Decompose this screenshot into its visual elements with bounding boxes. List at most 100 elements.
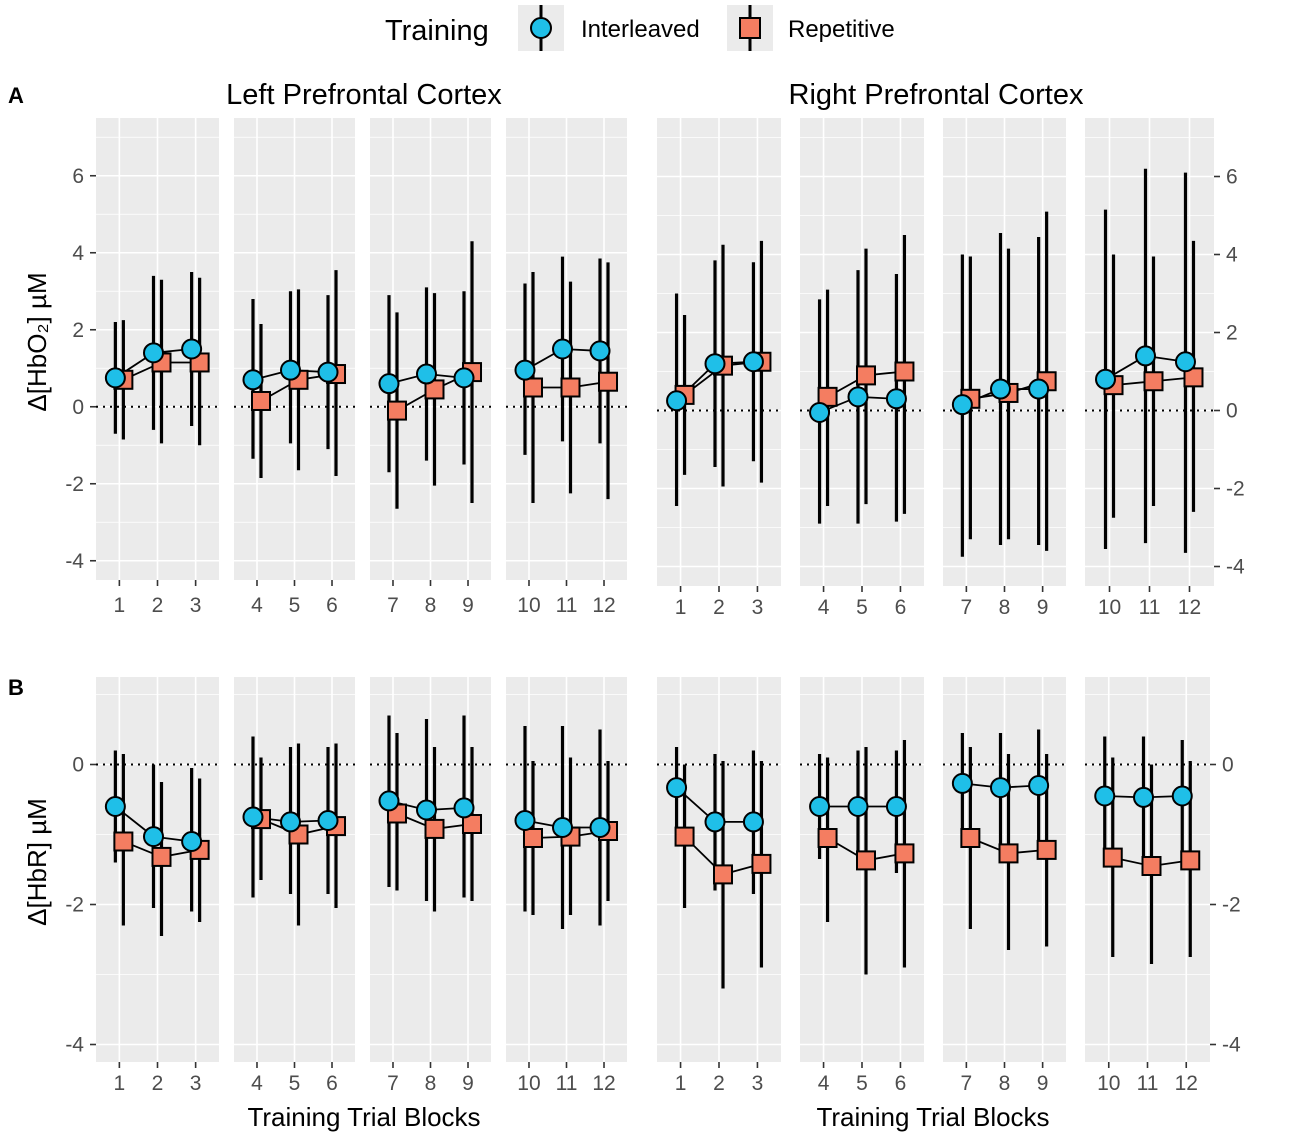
- x-tick-label: 6: [895, 596, 907, 619]
- interleaved-point: [847, 796, 869, 817]
- repetitive-point: [856, 850, 876, 871]
- facet-A-right-1: 1 2 3: [657, 118, 781, 619]
- repetitive-point: [1143, 371, 1164, 392]
- x-tick-label: 4: [818, 1072, 830, 1095]
- repetitive-point: [462, 814, 483, 834]
- interleaved-point: [1174, 351, 1196, 373]
- interleaved-point: [742, 351, 764, 373]
- x-tick-label: 8: [425, 1072, 437, 1095]
- y-tick-label: -2: [1222, 894, 1241, 917]
- x-tick-label: 1: [675, 1072, 687, 1095]
- repetitive-point: [817, 828, 838, 848]
- interleaved-point: [1095, 368, 1117, 390]
- x-tick-label: 8: [425, 594, 437, 617]
- x-tick-label: 2: [713, 596, 725, 619]
- interleaved-point: [589, 817, 611, 838]
- panel-label-a: A: [8, 83, 24, 108]
- repetitive-point: [1102, 847, 1123, 868]
- interleaved-point: [317, 361, 339, 383]
- interleaved-point: [809, 401, 831, 423]
- interleaved-point: [552, 817, 573, 838]
- x-tick-label: 9: [462, 1072, 474, 1095]
- facet-B-left-2: 4 5 6: [234, 677, 355, 1095]
- x-tick-label: 5: [289, 594, 301, 617]
- interleaved-point: [1028, 775, 1050, 796]
- y-tick-label: 6: [1226, 166, 1238, 189]
- interleaved-point: [552, 338, 573, 360]
- x-tick-label: 5: [856, 596, 868, 619]
- x-tick-label: 6: [895, 1072, 907, 1095]
- interleaved-point: [378, 373, 400, 395]
- repetitive-point: [856, 365, 876, 386]
- repetitive-point: [560, 377, 581, 398]
- facet-B-right-3: 7 8 9: [943, 677, 1066, 1095]
- y-tick-label: 0: [72, 396, 84, 419]
- interleaved-point: [951, 772, 973, 794]
- legend-key-interleaved: [518, 5, 564, 51]
- interleaved-point: [589, 340, 611, 362]
- facet-B-left-4: 10 11 12: [506, 677, 627, 1095]
- interleaved-point: [1133, 786, 1154, 808]
- x-tick-label: 6: [326, 1072, 338, 1095]
- legend-label-interleaved: Interleaved: [581, 16, 700, 43]
- x-tick-label: 11: [1137, 1072, 1159, 1095]
- x-tick-label: 5: [856, 1072, 868, 1095]
- interleaved-point: [990, 378, 1011, 400]
- interleaved-point: [181, 338, 203, 360]
- x-axis-title-right: Training Trial Blocks: [816, 1102, 1049, 1132]
- y-tick-label: 0: [1226, 400, 1238, 423]
- repetitive-point: [250, 390, 271, 411]
- y-tick-label: 6: [72, 165, 84, 188]
- facet-B-left-1: 1 2 3: [96, 677, 219, 1095]
- repetitive-point: [522, 828, 543, 848]
- y-tick-label: 0: [1222, 754, 1234, 777]
- region-B-left: 1 2 3 4 5 6 7 8 9 10 11 12-4-20: [65, 677, 627, 1095]
- region-B-right: 1 2 3 4 5 6 7 8 9 10 11 12 -4 -2 0: [657, 677, 1241, 1095]
- repetitive-point: [522, 377, 543, 398]
- y-tick-label: -2: [65, 473, 84, 496]
- panel-label-b: B: [8, 675, 24, 700]
- x-tick-label: 11: [556, 1072, 578, 1095]
- x-tick-label: 4: [251, 594, 263, 617]
- x-tick-label: 10: [1098, 596, 1121, 619]
- x-tick-label: 12: [592, 1072, 615, 1095]
- interleaved-point: [104, 367, 126, 389]
- interleaved-point: [242, 806, 264, 828]
- facet-B-right-4: 10 11 12: [1085, 677, 1210, 1095]
- x-tick-label: 2: [152, 1072, 164, 1095]
- x-tick-label: 3: [752, 1072, 764, 1095]
- interleaved-point: [990, 777, 1011, 799]
- interleaved-point: [181, 831, 203, 852]
- x-tick-label: 2: [152, 594, 164, 617]
- interleaved-point: [453, 797, 475, 819]
- interleaved-point: [143, 342, 164, 364]
- interleaved-point: [453, 367, 475, 389]
- interleaved-point: [242, 369, 264, 391]
- y-tick-label: 4: [72, 242, 84, 265]
- interleaved-point: [416, 799, 437, 821]
- repetitive-point: [998, 843, 1019, 864]
- interleaved-point: [666, 777, 688, 799]
- facet-A-left-2: 4 5 6: [234, 118, 355, 617]
- interleaved-point: [317, 810, 339, 831]
- repetitive-point: [386, 400, 407, 421]
- interleaved-point: [1028, 378, 1050, 400]
- x-tick-label: 12: [1178, 596, 1201, 619]
- facet-A-right-4: 10 11 12: [1085, 118, 1214, 619]
- x-tick-label: 3: [752, 596, 764, 619]
- region-title-left-prefrontal: Left Prefrontal Cortex: [226, 79, 502, 111]
- facet-B-left-3: 7 8 9: [370, 677, 491, 1095]
- repetitive-point: [598, 371, 619, 392]
- repetitive-point: [1036, 839, 1057, 860]
- y-tick-label: -4: [1222, 1034, 1241, 1057]
- y-axis-title-hbo2: Δ[HbO₂] µM: [22, 272, 52, 411]
- facet-A-left-1: 1 2 3: [96, 118, 219, 617]
- legend-title: Training: [385, 15, 489, 47]
- y-tick-label: -4: [65, 1034, 84, 1057]
- legend-label-repetitive: Repetitive: [788, 16, 895, 43]
- x-tick-label: 3: [190, 1072, 202, 1095]
- x-tick-label: 2: [713, 1072, 725, 1095]
- y-tick-label: 2: [72, 319, 84, 342]
